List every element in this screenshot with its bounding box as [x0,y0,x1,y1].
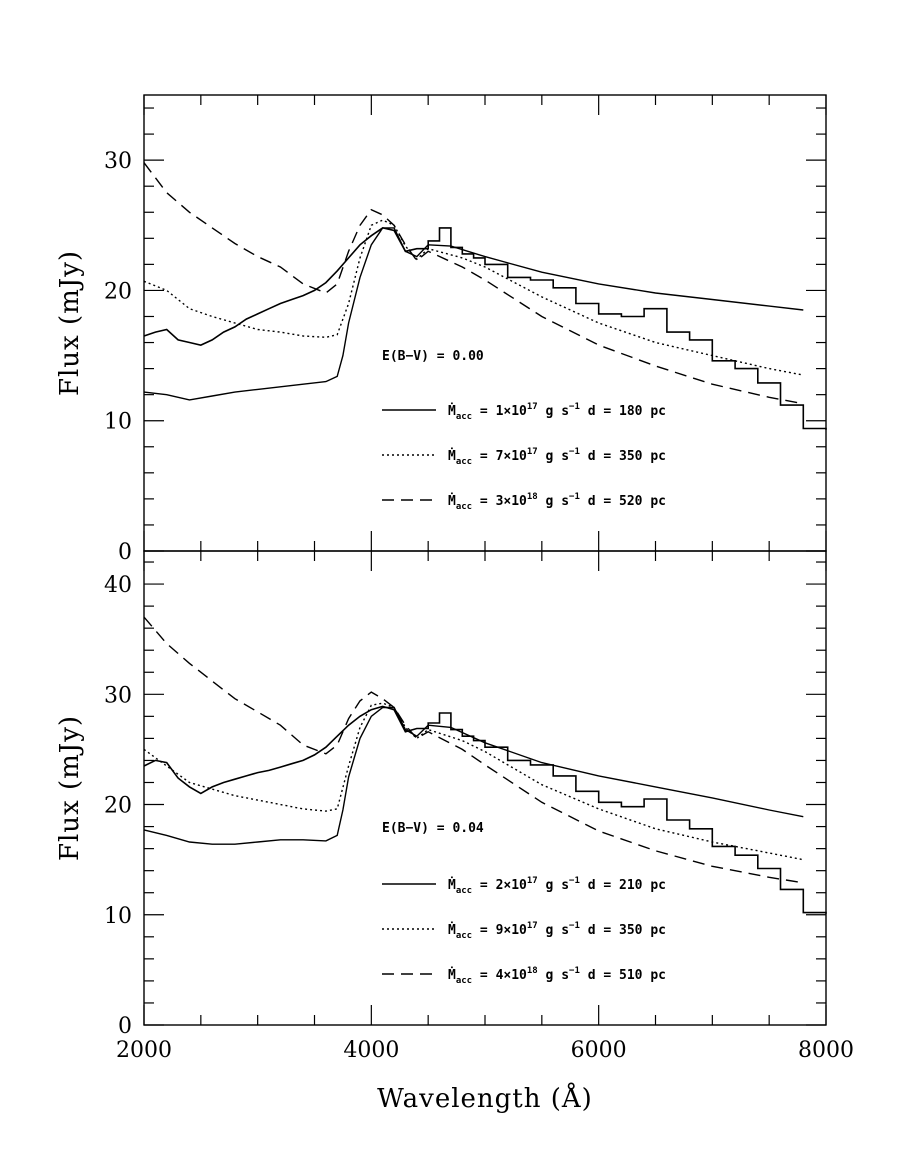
mdot-symbol: Ṁ [448,403,456,419]
model-line-dashed [143,616,804,884]
mdot-symbol: Ṁ [448,877,456,893]
y-tick-label: 40 [104,573,132,598]
y-tick-label: 30 [104,149,132,174]
legend-entry: Ṁacc = 1×1017 g s−1 d = 180 pc [448,402,666,422]
mdot-symbol: Ṁ [448,922,456,938]
plot-frame [143,94,827,552]
legend-entry: Ṁacc = 4×1018 g s−1 d = 510 pc [448,966,666,986]
extinction-label: E(B−V) = 0.04 [382,821,484,836]
y-tick-label: 10 [104,410,132,435]
plot-frame [143,550,827,1026]
model-line-solid [143,706,804,845]
model-line-solid [143,227,804,401]
top-panel: 0 10 20 30 Flux (mJy) E(B−V) = 0.00 Ṁacc = 1×… [55,94,827,565]
y-tick-label: 20 [104,279,132,304]
y-tick-label: 0 [118,540,132,565]
x-axis-label: Wavelength (Å) [377,1082,593,1114]
mdot-symbol: Ṁ [448,448,456,464]
extinction-label: E(B−V) = 0.00 [382,349,484,364]
y-tick-label: 30 [104,683,132,708]
legend-entry: Ṁacc = 3×1018 g s−1 d = 520 pc [448,492,666,512]
legend-entry: Ṁacc = 7×1017 g s−1 d = 350 pc [448,447,666,467]
x-tick-label: 6000 [571,1038,627,1063]
x-tick-label: 2000 [116,1038,172,1063]
mdot-symbol: Ṁ [448,493,456,509]
x-tick-label: 8000 [798,1038,854,1063]
y-tick-label: 10 [104,904,132,929]
model-line-dotted [143,702,804,861]
x-tick-label: 4000 [343,1038,399,1063]
legend-entry: Ṁacc = 2×1017 g s−1 d = 210 pc [448,876,666,896]
observed-spectrum [143,705,827,914]
bottom-panel: 0 10 20 30 40 2000 4000 6000 8000 Wavelength (Å) F… [55,550,854,1114]
y-tick-label: 0 [118,1014,132,1039]
model-line-dashed [143,162,804,405]
observed-spectrum [143,227,827,430]
y-tick-label: 20 [104,794,132,819]
y-axis-label: Flux (mJy) [55,715,85,861]
mdot-symbol: Ṁ [448,967,456,983]
y-axis-label: Flux (mJy) [55,250,85,396]
legend-entry: Ṁacc = 9×1017 g s−1 d = 350 pc [448,921,666,941]
